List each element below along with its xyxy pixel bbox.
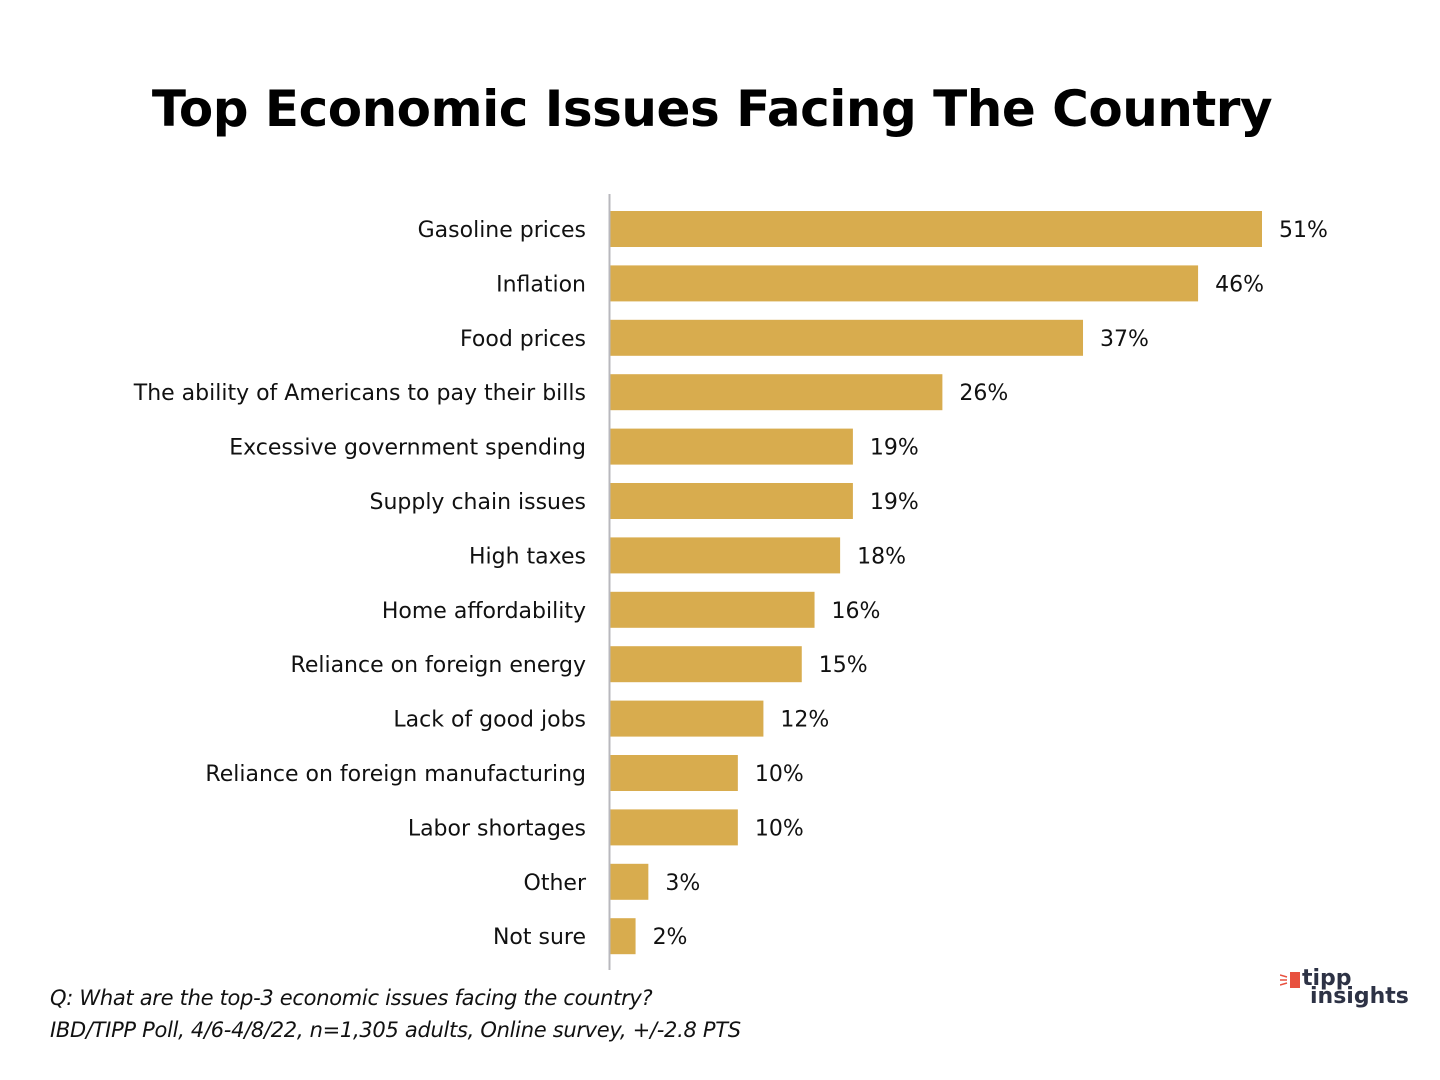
value-label: 16% bbox=[832, 599, 881, 624]
bar bbox=[610, 591, 815, 628]
category-label: Lack of good jobs bbox=[393, 708, 586, 733]
bar bbox=[610, 918, 636, 955]
value-label: 18% bbox=[857, 544, 906, 569]
bar bbox=[610, 483, 853, 519]
survey-source: IBD/TIPP Poll, 4/6-4/8/22, n=1,305 adult… bbox=[50, 1018, 741, 1042]
bar bbox=[610, 863, 649, 900]
value-label: 26% bbox=[959, 381, 1008, 406]
bar bbox=[610, 319, 1084, 356]
tipp-insights-logo: tipp insights bbox=[1280, 966, 1420, 1016]
value-label: 19% bbox=[870, 490, 919, 515]
category-label: Not sure bbox=[493, 925, 586, 950]
value-label: 15% bbox=[819, 653, 868, 678]
bar bbox=[610, 646, 802, 683]
bar bbox=[610, 700, 764, 737]
footnote: Q: What are the top-3 economic issues fa… bbox=[50, 982, 741, 1046]
value-label: 3% bbox=[665, 871, 700, 896]
logo-text-insights: insights bbox=[1310, 984, 1409, 1009]
bar bbox=[610, 428, 853, 465]
value-label: 10% bbox=[755, 762, 804, 787]
category-label: Supply chain issues bbox=[369, 490, 586, 515]
category-label: Food prices bbox=[460, 327, 586, 352]
bar bbox=[610, 374, 943, 411]
value-label: 2% bbox=[653, 925, 688, 950]
category-label: Home affordability bbox=[382, 599, 586, 624]
value-label: 12% bbox=[780, 708, 829, 733]
bars-group bbox=[610, 211, 1262, 955]
logo-motion-lines-icon bbox=[1280, 974, 1288, 986]
value-label: 19% bbox=[870, 436, 919, 461]
logo-flag-icon bbox=[1290, 972, 1300, 988]
bar bbox=[610, 809, 738, 846]
bar bbox=[610, 537, 841, 574]
bar bbox=[610, 755, 738, 791]
value-labels-group: 51% 46% 37% 26% 19% 19% 18% 16% 15% 12% 10% 10% 3% 2% bbox=[653, 218, 1328, 950]
bar bbox=[610, 211, 1262, 247]
bar bbox=[610, 265, 1199, 302]
category-label: Other bbox=[524, 871, 587, 896]
value-label: 51% bbox=[1279, 218, 1328, 243]
value-label: 46% bbox=[1215, 272, 1264, 297]
category-label: Excessive government spending bbox=[229, 436, 586, 461]
category-label: Labor shortages bbox=[408, 816, 586, 841]
value-label: 37% bbox=[1100, 327, 1149, 352]
value-label: 10% bbox=[755, 816, 804, 841]
category-labels-group: Gasoline prices Inflation Food prices The a… bbox=[133, 218, 587, 950]
category-label: Reliance on foreign manufacturing bbox=[205, 762, 586, 787]
chart-title: Top Economic Issues Facing The Country bbox=[151, 80, 1273, 138]
category-label: Reliance on foreign energy bbox=[291, 653, 586, 678]
logo-text-tipp: tipp bbox=[1302, 966, 1352, 991]
category-label: Gasoline prices bbox=[418, 218, 586, 243]
category-label: Inflation bbox=[496, 272, 586, 297]
category-label: The ability of Americans to pay their bi… bbox=[133, 381, 586, 406]
category-label: High taxes bbox=[469, 544, 586, 569]
survey-question: Q: What are the top-3 economic issues fa… bbox=[50, 986, 653, 1010]
